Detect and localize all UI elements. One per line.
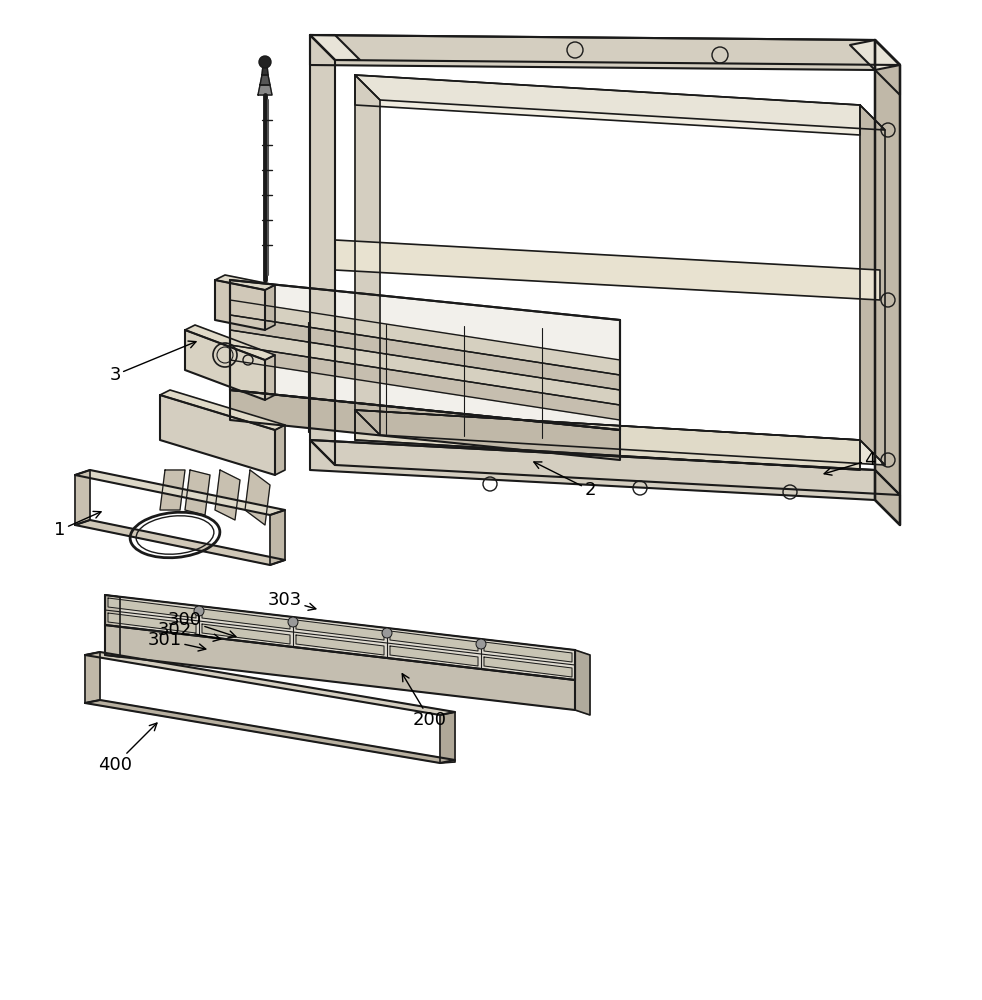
Polygon shape <box>215 280 265 330</box>
Polygon shape <box>108 598 196 618</box>
Polygon shape <box>230 280 620 430</box>
Polygon shape <box>310 35 900 65</box>
Polygon shape <box>860 105 885 465</box>
Text: 2: 2 <box>534 462 596 499</box>
Polygon shape <box>258 85 272 95</box>
Polygon shape <box>185 470 210 515</box>
Polygon shape <box>875 40 900 95</box>
Polygon shape <box>85 652 100 703</box>
Circle shape <box>194 606 204 616</box>
Polygon shape <box>265 355 275 400</box>
Polygon shape <box>108 613 196 633</box>
Polygon shape <box>355 410 885 465</box>
Circle shape <box>288 617 298 627</box>
Polygon shape <box>185 325 275 360</box>
Polygon shape <box>105 625 575 710</box>
Polygon shape <box>230 345 620 420</box>
Text: 4: 4 <box>824 451 876 475</box>
Text: 302: 302 <box>158 621 221 641</box>
Polygon shape <box>484 657 572 677</box>
Text: 200: 200 <box>403 674 447 729</box>
Polygon shape <box>85 700 455 763</box>
Polygon shape <box>75 470 90 525</box>
Circle shape <box>382 628 392 638</box>
Polygon shape <box>440 712 455 763</box>
Polygon shape <box>310 440 875 500</box>
Polygon shape <box>160 395 275 475</box>
Polygon shape <box>105 595 120 657</box>
Polygon shape <box>875 470 900 525</box>
Text: 1: 1 <box>54 511 101 539</box>
Polygon shape <box>215 470 240 520</box>
Polygon shape <box>275 425 285 475</box>
Polygon shape <box>215 275 275 290</box>
Polygon shape <box>875 40 900 525</box>
Polygon shape <box>230 315 620 390</box>
Circle shape <box>259 56 271 68</box>
Polygon shape <box>355 75 885 130</box>
Polygon shape <box>160 470 185 510</box>
Polygon shape <box>270 510 285 565</box>
Text: 300: 300 <box>168 611 236 638</box>
Polygon shape <box>355 75 860 135</box>
Polygon shape <box>185 330 265 400</box>
Polygon shape <box>296 620 384 640</box>
Polygon shape <box>265 285 275 330</box>
Polygon shape <box>355 410 860 470</box>
Polygon shape <box>390 646 478 666</box>
Polygon shape <box>75 520 285 565</box>
Polygon shape <box>575 650 590 715</box>
Polygon shape <box>355 75 380 435</box>
Polygon shape <box>850 40 900 70</box>
Polygon shape <box>245 470 270 525</box>
Polygon shape <box>296 635 384 655</box>
Polygon shape <box>310 35 875 70</box>
Text: 303: 303 <box>268 591 316 610</box>
Polygon shape <box>202 609 290 629</box>
Polygon shape <box>310 440 900 495</box>
Polygon shape <box>105 595 575 680</box>
Circle shape <box>476 639 486 649</box>
Polygon shape <box>230 390 620 460</box>
Text: 301: 301 <box>148 631 206 651</box>
Polygon shape <box>310 35 360 60</box>
Polygon shape <box>262 65 268 75</box>
Text: 3: 3 <box>109 341 196 384</box>
Polygon shape <box>202 624 290 644</box>
Polygon shape <box>260 75 270 85</box>
Polygon shape <box>390 631 478 651</box>
Polygon shape <box>310 35 335 465</box>
Polygon shape <box>355 410 860 470</box>
Polygon shape <box>230 330 620 405</box>
Polygon shape <box>75 470 285 515</box>
Polygon shape <box>335 240 880 300</box>
Polygon shape <box>160 390 285 430</box>
Polygon shape <box>230 300 620 375</box>
Text: 400: 400 <box>98 723 157 774</box>
Polygon shape <box>85 652 455 715</box>
Polygon shape <box>484 642 572 662</box>
